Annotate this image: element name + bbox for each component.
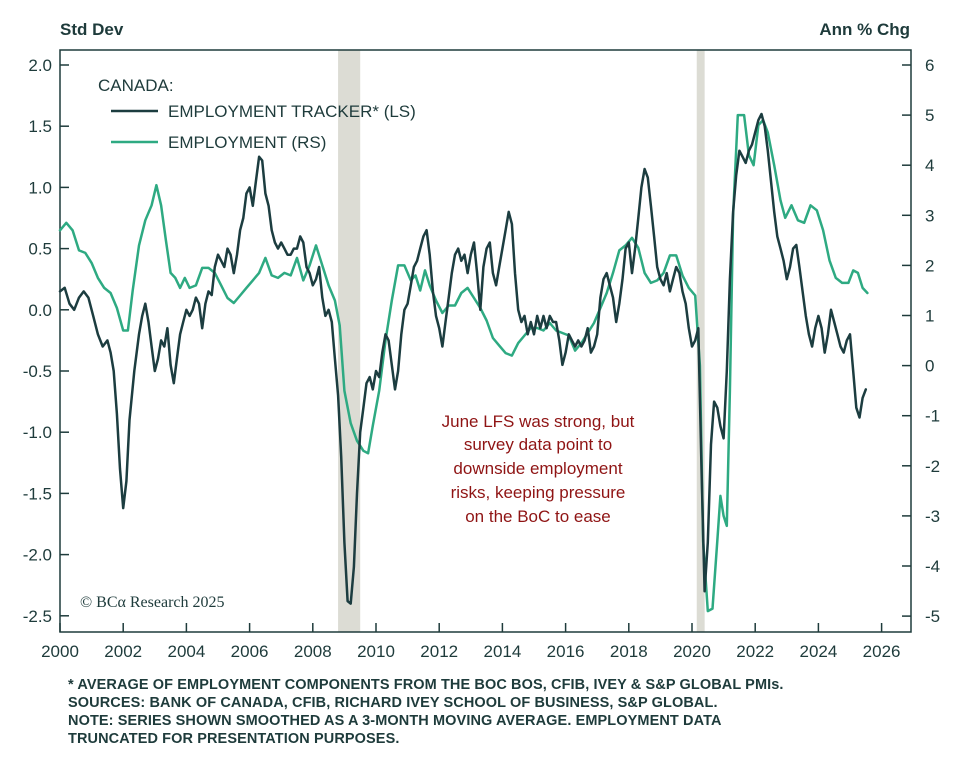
y-left-tick-label: -0.5 [23, 362, 52, 381]
x-tick-label: 2008 [294, 642, 332, 661]
x-tick-label: 2006 [231, 642, 269, 661]
y-left-tick-label: -2.0 [23, 546, 52, 565]
x-tick-label: 2000 [41, 642, 79, 661]
employment-line [58, 113, 869, 613]
y-right-tick-label: -4 [925, 557, 940, 576]
y-left-tick-label: -1.0 [23, 423, 52, 442]
x-tick-label: 2014 [483, 642, 521, 661]
y-left-tick-label: -1.5 [23, 484, 52, 503]
y-left-tick-label: -2.5 [23, 607, 52, 626]
footnote-2: SOURCES: BANK OF CANADA, CFIB, RICHARD I… [68, 695, 718, 711]
y-right-tick-label: -5 [925, 607, 940, 626]
y-axis-title-left: Std Dev [60, 20, 124, 39]
recession-band-2 [696, 50, 705, 632]
x-tick-label: 2022 [736, 642, 774, 661]
annotation-line-5: on the BoC to ease [465, 507, 611, 526]
y-right-tick-label: 5 [925, 106, 934, 125]
x-tick-label: 2026 [863, 642, 901, 661]
annotation-line-4: risks, keeping pressure [451, 483, 626, 502]
footnotes: * AVERAGE OF EMPLOYMENT COMPONENTS FROM … [68, 676, 948, 748]
footnote-3: NOTE: SERIES SHOWN SMOOTHED AS A 3-MONTH… [68, 713, 722, 729]
x-tick-label: 2002 [104, 642, 142, 661]
x-tick-label: 2004 [167, 642, 205, 661]
legend-label-employment: EMPLOYMENT (RS) [168, 133, 326, 152]
y-right-tick-label: 6 [925, 56, 934, 75]
y-left-tick-label: 0.0 [28, 301, 52, 320]
plot-frame [59, 49, 912, 633]
annotation-line-1: June LFS was strong, but [442, 412, 635, 431]
y-left-tick-label: 0.5 [28, 240, 52, 259]
axis-ticks-group: 2.0 1.5 1.0 0.5 0.0 -0.5 -1.0 -1.5 -2.0 -2.5 6 5 4 3 2… [23, 56, 940, 661]
y-right-tick-label: 4 [925, 156, 934, 175]
y-right-tick-label: 1 [925, 307, 934, 326]
recession-band-1 [338, 50, 361, 632]
x-tick-label: 2020 [673, 642, 711, 661]
legend: CANADA: EMPLOYMENT TRACKER* (LS) EMPLOYM… [98, 76, 416, 152]
y-left-tick-label: 2.0 [28, 56, 52, 75]
annotation-line-3: downside employment [453, 459, 622, 478]
employment-tracker-line [58, 112, 868, 605]
annotation: June LFS was strong, but survey data poi… [442, 412, 635, 526]
legend-label-tracker: EMPLOYMENT TRACKER* (LS) [168, 102, 416, 121]
y-right-tick-label: 0 [925, 357, 934, 376]
x-tick-label: 2024 [799, 642, 837, 661]
y-left-tick-label: 1.5 [28, 117, 52, 136]
footnote-1: * AVERAGE OF EMPLOYMENT COMPONENTS FROM … [68, 677, 784, 693]
x-tick-label: 2012 [420, 642, 458, 661]
y-right-tick-label: -1 [925, 407, 940, 426]
chart-canvas: 2.0 1.5 1.0 0.5 0.0 -0.5 -1.0 -1.5 -2.0 -2.5 6 5 4 3 2… [23, 49, 940, 661]
bca-research-credit: © BCα Research 2025 [80, 594, 225, 611]
y-axis-title-right: Ann % Chg [819, 20, 910, 39]
y-right-tick-label: 3 [925, 206, 934, 225]
recession-shading-group [338, 50, 705, 632]
legend-title: CANADA: [98, 76, 174, 95]
x-tick-label: 2018 [610, 642, 648, 661]
annotation-line-2: survey data point to [464, 435, 612, 454]
footnote-4: TRUNCATED FOR PRESENTATION PURPOSES. [68, 731, 400, 747]
x-tick-label: 2010 [357, 642, 395, 661]
y-right-tick-label: -2 [925, 457, 940, 476]
series-lines-group [58, 112, 869, 613]
x-tick-label: 2016 [547, 642, 585, 661]
y-left-tick-label: 1.0 [28, 178, 52, 197]
y-right-tick-label: 2 [925, 256, 934, 275]
y-right-tick-label: -3 [925, 507, 940, 526]
